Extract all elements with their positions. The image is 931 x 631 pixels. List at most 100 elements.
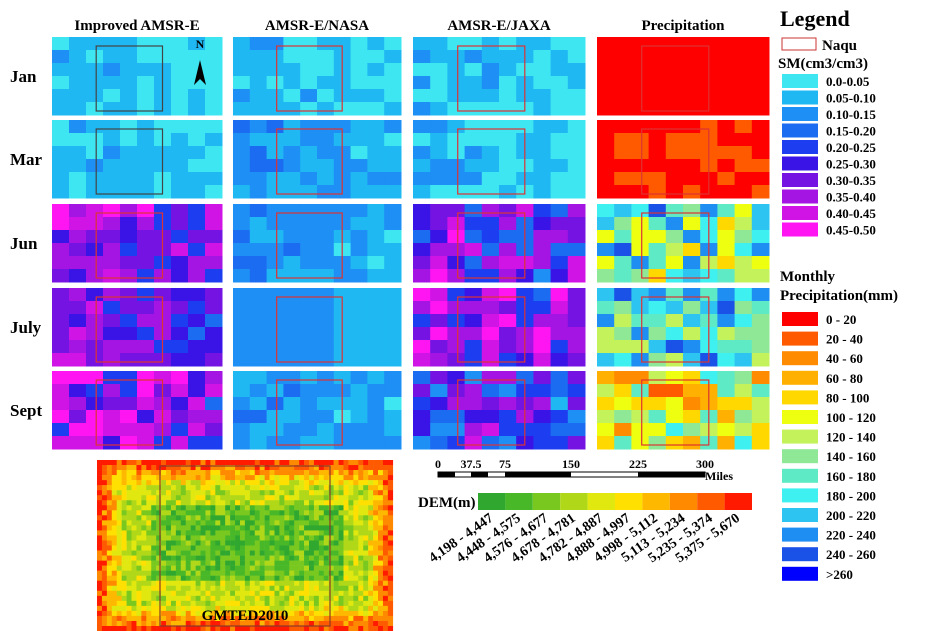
dem-cell — [230, 546, 235, 551]
map-cell — [499, 146, 517, 160]
map-cell — [171, 301, 189, 315]
dem-cell — [368, 465, 373, 470]
dem-cell — [210, 505, 215, 510]
dem-cell — [136, 520, 141, 525]
dem-cell — [136, 546, 141, 551]
map-cell — [120, 384, 138, 398]
dem-cell — [294, 616, 299, 621]
dem-cell — [146, 581, 151, 586]
dem-cell — [141, 586, 146, 591]
map-cell — [597, 327, 615, 341]
dem-cell — [132, 530, 137, 535]
map-cell — [551, 185, 569, 199]
dem-cell — [324, 596, 329, 601]
dem-cell — [151, 606, 156, 611]
dem-cell — [166, 505, 171, 510]
dem-cell — [107, 465, 112, 470]
dem-cell — [339, 571, 344, 576]
dem-cell — [299, 626, 304, 631]
map-cell — [171, 314, 189, 328]
dem-cell — [255, 576, 260, 581]
map-cell — [752, 230, 770, 244]
dem-cell — [122, 546, 127, 551]
dem-cell — [181, 591, 186, 596]
map-cell — [367, 353, 384, 367]
map-cell — [752, 204, 770, 218]
map-cell — [533, 384, 551, 398]
map-cell — [137, 397, 155, 411]
dem-cell — [107, 530, 112, 535]
dem-cell — [136, 475, 141, 480]
map-cell — [137, 423, 155, 437]
map-cell — [666, 76, 684, 90]
dem-cell — [383, 626, 388, 631]
map-cell — [499, 397, 517, 411]
dem-cell — [358, 586, 363, 591]
dem-cell — [215, 581, 220, 586]
dem-cell — [141, 460, 146, 465]
dem-cell — [220, 571, 225, 576]
dem-cell — [284, 571, 289, 576]
dem-cell — [373, 490, 378, 495]
map-cell — [597, 217, 615, 231]
dem-cell — [388, 525, 393, 530]
dem-cell — [334, 556, 339, 561]
dem-cell — [255, 525, 260, 530]
dem-cell — [166, 495, 171, 500]
dem-cell — [186, 606, 191, 611]
dem-cell — [260, 515, 265, 520]
dem-cell — [210, 561, 215, 566]
map-cell — [367, 50, 384, 64]
map-cell — [735, 301, 753, 315]
dem-cell — [107, 596, 112, 601]
dem-cell — [181, 546, 186, 551]
dem-cell — [220, 460, 225, 465]
dem-cell — [117, 485, 122, 490]
dem-cell — [201, 535, 206, 540]
map-cell — [267, 436, 284, 450]
dem-cell — [210, 576, 215, 581]
dem-cell — [146, 546, 151, 551]
dem-cell — [255, 485, 260, 490]
dem-cell — [309, 611, 314, 616]
map-cell — [533, 340, 551, 354]
dem-cell — [245, 475, 250, 480]
map-cell — [631, 243, 649, 257]
map-cell — [649, 423, 667, 437]
dem-cell — [210, 530, 215, 535]
map-cell — [283, 230, 300, 244]
map-cell — [351, 76, 368, 90]
map-cell — [551, 436, 569, 450]
dem-cell — [235, 480, 240, 485]
dem-cell — [334, 490, 339, 495]
dem-cell — [112, 596, 117, 601]
dem-cell — [171, 601, 176, 606]
dem-cell — [205, 540, 210, 545]
map-cell — [482, 384, 500, 398]
dem-cell — [294, 510, 299, 515]
dem-cell — [383, 566, 388, 571]
dem-cell — [112, 581, 117, 586]
map-cell — [188, 172, 206, 186]
map-cell — [205, 120, 223, 134]
map-cell — [482, 120, 500, 134]
map-cell — [551, 301, 569, 315]
dem-cell — [186, 601, 191, 606]
dem-cell — [344, 611, 349, 616]
dem-cell — [196, 480, 201, 485]
dem-cell — [151, 460, 156, 465]
dem-cell — [363, 546, 368, 551]
map-cell — [52, 217, 70, 231]
map-cell — [171, 397, 189, 411]
dem-cell — [146, 540, 151, 545]
dem-cell — [304, 530, 309, 535]
dem-cell — [235, 500, 240, 505]
map-cell — [465, 314, 483, 328]
dem-cell — [334, 561, 339, 566]
map-cell — [317, 288, 334, 302]
map-cell — [69, 371, 87, 385]
legend-swatch — [782, 469, 818, 483]
dem-cell — [186, 490, 191, 495]
dem-cell — [146, 510, 151, 515]
dem-cell — [122, 535, 127, 540]
